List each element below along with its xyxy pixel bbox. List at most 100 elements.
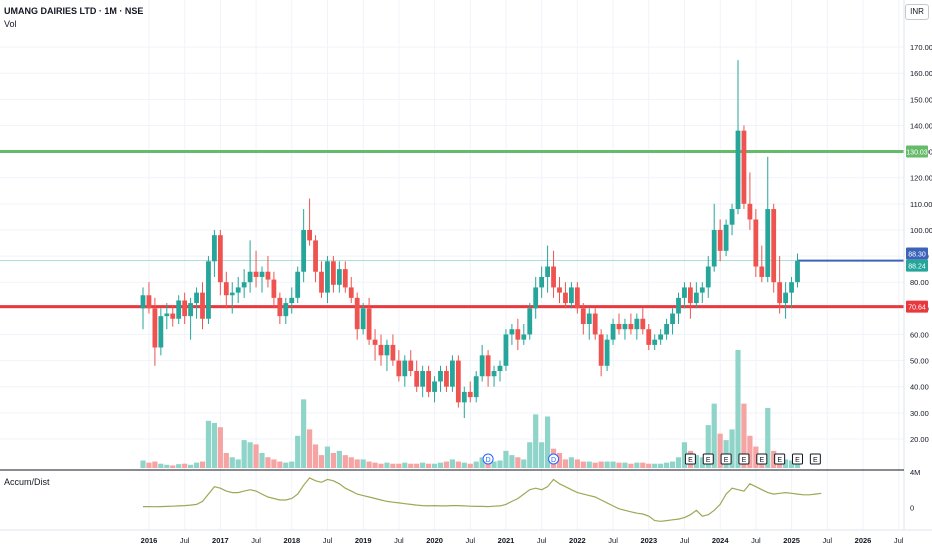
- candle-body: [331, 261, 336, 285]
- time-tick-label: 2019: [355, 536, 372, 545]
- accum-dist-line: [143, 477, 822, 522]
- volume-bar: [283, 462, 289, 468]
- time-tick-label: Jul: [680, 536, 690, 545]
- volume-bar: [217, 427, 223, 468]
- candle-body: [366, 308, 372, 340]
- volume-bar: [741, 403, 747, 468]
- volume-bar: [622, 462, 628, 468]
- high-price-label: 88.30: [908, 252, 926, 259]
- candle-body: [765, 209, 771, 277]
- volume-bar: [229, 457, 235, 468]
- volume-bar: [509, 455, 515, 468]
- earnings-marker: [756, 453, 768, 465]
- volume-bar: [533, 414, 539, 468]
- candle-body: [223, 282, 229, 296]
- high-price-label-bg: [906, 247, 928, 260]
- last-price-label: 88.24: [908, 264, 926, 271]
- candle-body: [295, 271, 301, 298]
- candle-body: [200, 292, 205, 319]
- volume-bar: [312, 444, 319, 468]
- volume-bar: [646, 463, 652, 468]
- candle-body: [307, 229, 312, 241]
- candle-body: [693, 292, 699, 304]
- earnings-marker: [792, 453, 803, 465]
- currency-button[interactable]: INR: [905, 4, 929, 20]
- volume-axis-label: 4M: [910, 468, 920, 477]
- volume-bar: [324, 446, 331, 468]
- volume-bar: [146, 462, 152, 468]
- volume-bar: [307, 429, 313, 468]
- volume-bar: [271, 459, 277, 468]
- volume-bar: [681, 442, 688, 468]
- volume-bar: [152, 461, 158, 468]
- candle-body: [652, 339, 658, 345]
- volume-bar: [765, 407, 771, 468]
- candle-body: [545, 266, 550, 277]
- candle-body: [723, 224, 729, 251]
- volume-bar: [223, 452, 229, 468]
- volume-bar: [699, 457, 705, 468]
- candle-body: [664, 323, 669, 335]
- candle-body: [426, 371, 431, 392]
- volume-bar: [503, 450, 509, 468]
- volume-bar: [497, 460, 503, 468]
- volume-bar: [437, 462, 444, 468]
- candle-body: [622, 323, 628, 330]
- time-tick-label: Jul: [751, 536, 761, 545]
- time-tick-label: Jul: [394, 536, 404, 545]
- candle-body: [676, 297, 681, 314]
- candle-body: [646, 329, 652, 345]
- price-tick-label: 120.00: [910, 174, 932, 183]
- volume-bar: [598, 461, 604, 468]
- candle-body: [634, 318, 640, 330]
- time-tick-label: Jul: [466, 536, 476, 545]
- candle-body: [521, 334, 527, 340]
- candle-body: [598, 334, 604, 366]
- candle-body: [247, 271, 253, 283]
- candle-body: [533, 287, 539, 309]
- volume-bar: [771, 450, 777, 468]
- candle-body: [253, 271, 259, 277]
- volume-bar: [545, 416, 551, 468]
- volume-label[interactable]: Vol: [4, 19, 17, 29]
- volume-bar: [747, 435, 753, 468]
- candle-body: [527, 308, 533, 335]
- candle-body: [711, 229, 717, 267]
- candle-body: [688, 287, 693, 304]
- candle-body: [491, 371, 497, 377]
- volume-bar: [783, 459, 789, 468]
- candle-body: [729, 209, 735, 225]
- volume-bar: [164, 464, 170, 468]
- candle-body: [188, 303, 193, 317]
- candle-body: [396, 360, 402, 377]
- volume-bar: [336, 450, 342, 468]
- candle-body: [699, 287, 705, 293]
- candle-body: [259, 271, 265, 277]
- candle-body: [717, 229, 723, 251]
- candle-body: [325, 261, 330, 293]
- candle-body: [319, 271, 324, 293]
- time-tick-label: 2021: [498, 536, 515, 545]
- indicator-label[interactable]: Accum/Dist: [4, 477, 50, 487]
- candle-body: [206, 261, 211, 319]
- volume-bar: [664, 462, 670, 468]
- volume-bar: [330, 452, 336, 468]
- candle-body: [289, 297, 295, 304]
- volume-bar: [176, 464, 182, 468]
- symbol-title[interactable]: UMANG DAIRIES LTD · 1M · NSE: [4, 6, 144, 16]
- time-tick-label: 2024: [712, 536, 730, 545]
- volume-bar: [193, 462, 200, 468]
- price-tick-label: 100.00: [910, 226, 932, 235]
- candle-body: [705, 266, 711, 288]
- time-tick-label: 2026: [855, 536, 872, 545]
- support-label-bg: [906, 300, 928, 313]
- candle-body: [783, 292, 788, 304]
- candle-body: [301, 229, 307, 272]
- time-tick-label: 2017: [212, 536, 229, 545]
- volume-bar: [729, 429, 735, 468]
- candle-body: [360, 308, 366, 330]
- candle-body: [741, 130, 747, 204]
- candle-body: [610, 323, 616, 340]
